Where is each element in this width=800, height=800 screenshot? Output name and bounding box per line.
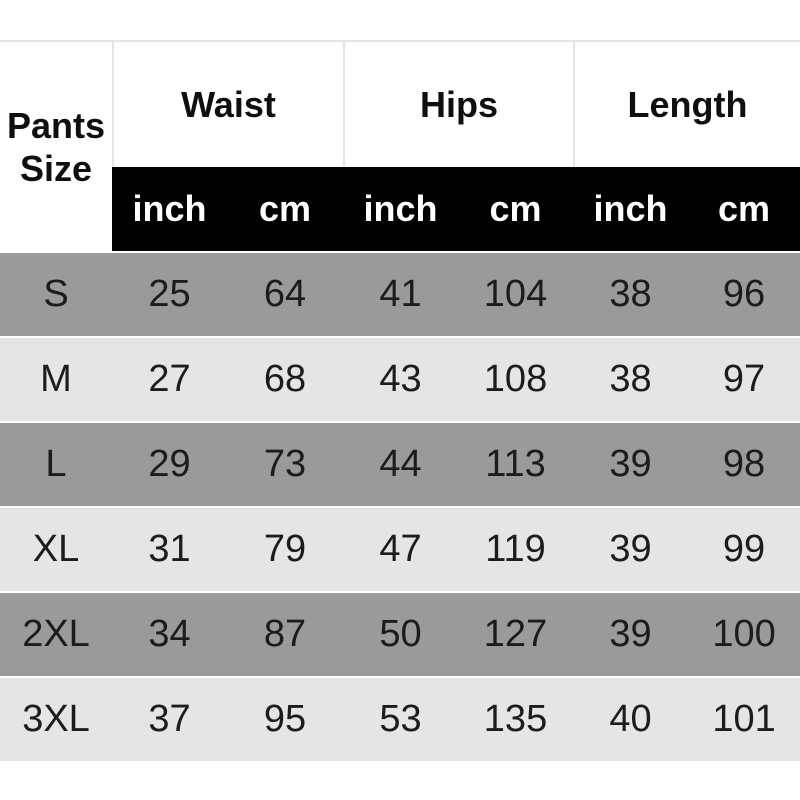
value-cell: 34 — [112, 591, 227, 676]
size-cell: M — [0, 336, 112, 421]
pants-size-header-line2: Size — [19, 147, 93, 189]
value-cell: 31 — [112, 506, 227, 591]
table-row-3xl: 3XL 37 95 53 135 40 101 — [0, 676, 800, 761]
size-chart-table: Pants Size Waist Hips Length inch cm inc… — [0, 40, 800, 761]
value-cell: 40 — [573, 676, 689, 761]
value-cell: 39 — [573, 506, 689, 591]
value-cell: 127 — [458, 591, 574, 676]
value-cell: 104 — [458, 251, 574, 336]
value-cell: 119 — [458, 506, 574, 591]
unit-header-waist-cm: cm — [227, 167, 343, 251]
value-cell: 41 — [343, 251, 458, 336]
pants-size-header: Pants Size — [0, 40, 112, 251]
value-cell: 73 — [227, 421, 343, 506]
value-cell: 38 — [573, 336, 689, 421]
value-cell: 135 — [458, 676, 574, 761]
value-cell: 53 — [343, 676, 458, 761]
value-cell: 44 — [343, 421, 458, 506]
table-row-s: S 25 64 41 104 38 96 — [0, 251, 800, 336]
size-cell: 2XL — [0, 591, 112, 676]
value-cell: 108 — [458, 336, 574, 421]
value-cell: 98 — [688, 421, 800, 506]
unit-header-row: inch cm inch cm inch cm — [0, 167, 800, 251]
value-cell: 113 — [458, 421, 574, 506]
value-cell: 27 — [112, 336, 227, 421]
unit-header-waist-inch: inch — [112, 167, 227, 251]
table-row-xl: XL 31 79 47 119 39 99 — [0, 506, 800, 591]
value-cell: 96 — [688, 251, 800, 336]
value-cell: 29 — [112, 421, 227, 506]
value-cell: 95 — [227, 676, 343, 761]
value-cell: 37 — [112, 676, 227, 761]
size-cell: S — [0, 251, 112, 336]
value-cell: 38 — [573, 251, 689, 336]
column-header-waist: Waist — [112, 40, 343, 167]
column-header-length: Length — [573, 40, 800, 167]
unit-header-hips-inch: inch — [343, 167, 458, 251]
value-cell: 25 — [112, 251, 227, 336]
value-cell: 47 — [343, 506, 458, 591]
unit-header-hips-cm: cm — [458, 167, 574, 251]
value-cell: 79 — [227, 506, 343, 591]
value-cell: 50 — [343, 591, 458, 676]
size-cell: XL — [0, 506, 112, 591]
value-cell: 100 — [688, 591, 800, 676]
pants-size-header-line1: Pants — [6, 104, 106, 146]
size-cell: 3XL — [0, 676, 112, 761]
unit-header-length-cm: cm — [688, 167, 800, 251]
value-cell: 43 — [343, 336, 458, 421]
value-cell: 68 — [227, 336, 343, 421]
value-cell: 39 — [573, 591, 689, 676]
group-header-row: Pants Size Waist Hips Length — [0, 40, 800, 251]
value-cell: 87 — [227, 591, 343, 676]
value-cell: 99 — [688, 506, 800, 591]
value-cell: 39 — [573, 421, 689, 506]
unit-header-length-inch: inch — [573, 167, 689, 251]
value-cell: 97 — [688, 336, 800, 421]
size-cell: L — [0, 421, 112, 506]
table-row-2xl: 2XL 34 87 50 127 39 100 — [0, 591, 800, 676]
column-header-hips: Hips — [343, 40, 574, 167]
value-cell: 101 — [688, 676, 800, 761]
table-row-m: M 27 68 43 108 38 97 — [0, 336, 800, 421]
table-row-l: L 29 73 44 113 39 98 — [0, 421, 800, 506]
value-cell: 64 — [227, 251, 343, 336]
